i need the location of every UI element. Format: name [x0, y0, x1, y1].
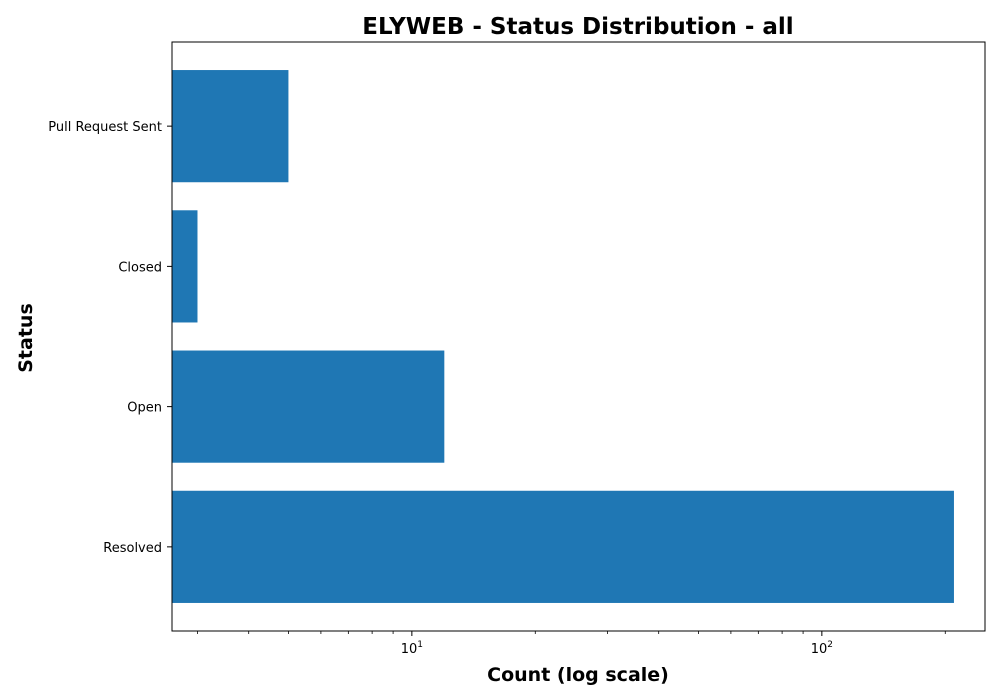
chart-title: ELYWEB - Status Distribution - all	[362, 14, 793, 40]
bar-closed	[172, 210, 198, 323]
y-tick-label-closed: Closed	[118, 260, 162, 275]
bar-pull-request-sent	[172, 70, 289, 183]
y-tick-label-pull-request-sent: Pull Request Sent	[48, 120, 162, 135]
bar-resolved	[172, 490, 954, 603]
y-axis-label: Status	[15, 303, 37, 373]
y-tick-label-open: Open	[127, 401, 162, 416]
plot-frame	[171, 41, 986, 632]
bar-open	[172, 350, 445, 463]
x-tick-label: 101	[401, 640, 423, 657]
x-tick-label: 102	[811, 640, 833, 657]
x-axis-label: Count (log scale)	[487, 664, 669, 686]
ticks-layer: Resolved Open Closed Pull Request Sent 101 10…	[48, 120, 946, 657]
y-tick-label-resolved: Resolved	[103, 541, 162, 556]
bars-layer	[172, 70, 954, 603]
